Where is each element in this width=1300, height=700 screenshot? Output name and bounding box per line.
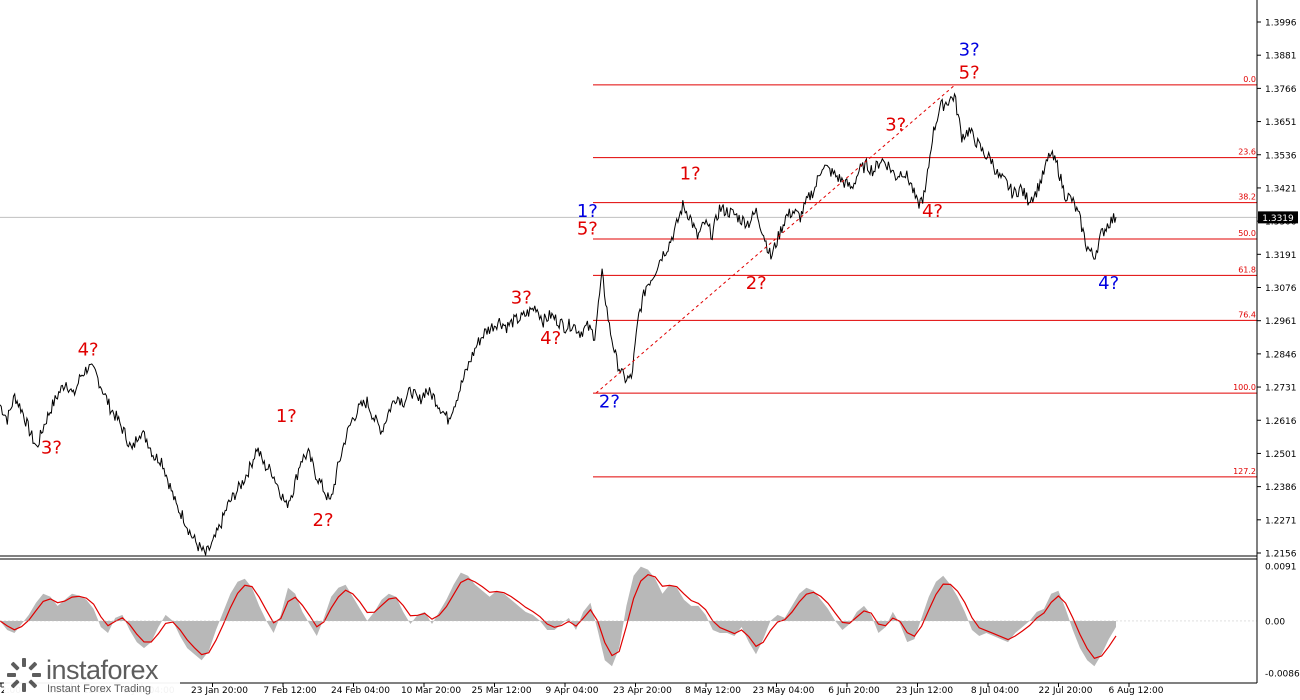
- x-tick-label: 9 Apr 04:00: [546, 686, 599, 696]
- x-tick-label: 22 Jul 20:00: [1039, 686, 1093, 696]
- wave-label: 4?: [922, 201, 943, 222]
- y-tick-label: 1.3536: [1265, 151, 1297, 161]
- wave-label: 1?: [276, 406, 297, 427]
- wave-label: 3?: [511, 288, 532, 309]
- current-price-label: 1.3319: [1262, 214, 1294, 224]
- fibonacci-level-label: 127.2: [1233, 467, 1256, 476]
- y-tick-label: 1.2731: [1265, 384, 1297, 394]
- wave-label: 1?: [680, 164, 701, 185]
- wave-label: 4?: [78, 340, 99, 361]
- x-tick-label: 23 May 04:00: [753, 686, 815, 696]
- instaforex-logo-icon: [7, 658, 41, 692]
- oscillator-y-tick-label: -0.00862: [1265, 670, 1300, 680]
- x-tick-label: 7 Feb 12:00: [263, 686, 317, 696]
- y-tick-label: 1.3191: [1265, 251, 1297, 261]
- wave-label: 3?: [885, 115, 906, 136]
- fibonacci-level-label: 50.0: [1238, 229, 1256, 238]
- fibonacci-level-label: 76.4: [1238, 310, 1256, 319]
- x-tick-label: 23 Apr 20:00: [613, 686, 672, 696]
- y-tick-label: 1.2156: [1265, 550, 1297, 560]
- fibonacci-level-label: 38.2: [1238, 193, 1256, 202]
- wave-label: 4?: [540, 328, 561, 349]
- x-tick-label: 23 Jan 20:00: [191, 686, 248, 696]
- x-tick-label: 23 Jun 12:00: [896, 686, 953, 696]
- y-tick-label: 1.2271: [1265, 516, 1297, 526]
- fibonacci-level-label: 61.8: [1238, 265, 1256, 274]
- x-tick-label: 8 May 12:00: [685, 686, 741, 696]
- y-tick-label: 1.2846: [1265, 350, 1297, 360]
- x-tick-label: 6 Jun 20:00: [828, 686, 880, 696]
- wave-label: 3?: [41, 438, 62, 459]
- fibonacci-level-label: 0.0: [1243, 75, 1256, 84]
- y-tick-label: 1.3421: [1265, 184, 1297, 194]
- price-series-line: [0, 92, 1117, 556]
- wave-label: 5?: [959, 63, 980, 84]
- oscillator-panel: [0, 566, 1257, 667]
- fibonacci-level-label: 23.6: [1238, 148, 1256, 157]
- y-tick-label: 1.3881: [1265, 52, 1297, 62]
- oscillator-y-tick-label: 0.00: [1265, 617, 1285, 627]
- y-tick-label: 1.2501: [1265, 450, 1297, 460]
- y-tick-label: 1.3651: [1265, 118, 1297, 128]
- price-chart-panel: 0.0 23.6 38.2 50.0 61.8 76.4 100.0 127.2 3? 4? 1? 2…: [0, 39, 1257, 556]
- wave-label: 2?: [599, 392, 620, 413]
- wave-label: 5?: [577, 218, 598, 239]
- brand-tagline: Instant Forex Trading: [47, 683, 151, 695]
- y-tick-label: 1.3996: [1265, 19, 1297, 29]
- current-price-tag: [1258, 211, 1298, 224]
- oscillator-signal-line: [0, 574, 1117, 660]
- brand-logo: instaforex Instant Forex Trading: [4, 655, 180, 700]
- y-tick-label: 1.2616: [1265, 417, 1297, 427]
- wave-label: 2?: [746, 273, 767, 294]
- x-tick-label: 6 Aug 12:00: [1109, 686, 1164, 696]
- y-tick-label: 1.3076: [1265, 284, 1297, 294]
- x-tick-label: 8 Jul 04:00: [971, 686, 1020, 696]
- wave-label: 2?: [313, 510, 334, 531]
- oscillator-y-tick-label: 0.0091: [1265, 563, 1297, 573]
- brand-name: instaforex: [46, 655, 159, 685]
- wave-trendline: [595, 84, 956, 394]
- x-tick-label: 24 Feb 04:00: [331, 686, 390, 696]
- y-tick-label: 1.2386: [1265, 483, 1297, 493]
- wave-label: 4?: [1098, 273, 1119, 294]
- x-tick-label: 10 Mar 20:00: [401, 686, 461, 696]
- wave-label: 3?: [959, 39, 980, 60]
- x-tick-label: 25 Mar 12:00: [471, 686, 531, 696]
- fibonacci-level-label: 100.0: [1233, 383, 1256, 392]
- oscillator-histogram: [0, 566, 1116, 667]
- y-tick-label: 1.2961: [1265, 317, 1297, 327]
- y-tick-label: 1.3766: [1265, 85, 1297, 95]
- wave-label: 1?: [577, 201, 598, 222]
